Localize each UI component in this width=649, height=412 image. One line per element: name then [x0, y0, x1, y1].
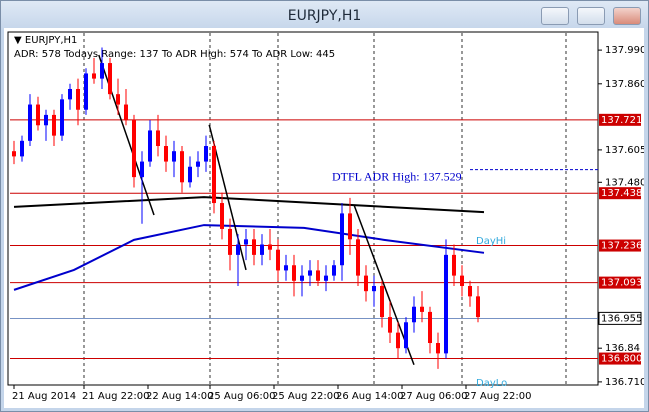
candle-body	[388, 317, 392, 333]
candle-body	[116, 94, 120, 105]
level-label: 137.236	[601, 241, 642, 252]
plot-frame	[7, 31, 599, 386]
y-tick-label: 136.710	[605, 377, 644, 388]
candle-body	[428, 311, 432, 344]
candle-body	[268, 244, 272, 250]
candle-body	[420, 306, 424, 312]
x-tick-label: 26 Aug 14:00	[336, 391, 403, 402]
day-hi-label: DayHi	[476, 236, 506, 247]
close-button[interactable]	[613, 7, 641, 25]
y-tick-label: 136.84	[605, 343, 640, 354]
candle-body	[300, 275, 304, 281]
candle-body	[148, 130, 152, 162]
level-label: 137.438	[601, 188, 642, 199]
candle-body	[364, 275, 368, 292]
candle-body	[284, 265, 288, 271]
level-box	[599, 239, 641, 252]
candle-body	[84, 73, 88, 110]
candle-body	[172, 151, 176, 162]
y-tick-label: 137.605	[605, 145, 644, 156]
candle-body	[460, 275, 464, 286]
candle-body	[292, 265, 296, 281]
candle-body	[260, 244, 264, 255]
candle-body	[308, 270, 312, 276]
candle-body	[28, 104, 32, 141]
current-price-box	[598, 311, 642, 325]
candle-body	[468, 285, 472, 297]
candle-body	[52, 114, 56, 136]
moving-average	[13, 196, 485, 214]
candle-body	[44, 114, 48, 126]
moving-average	[13, 224, 485, 291]
current-price-label: 136.955	[601, 313, 642, 324]
candle-body	[452, 254, 456, 276]
candle-body	[156, 130, 160, 147]
candle-body	[396, 332, 400, 349]
candle-body	[476, 296, 480, 318]
candle-body	[188, 166, 192, 183]
candle-body	[100, 63, 104, 79]
candle-body	[180, 151, 184, 183]
candle-body	[412, 306, 416, 323]
y-tick-label: 137.990	[605, 45, 644, 56]
candle-body	[348, 213, 352, 240]
day-lo-label: DayLo	[476, 378, 507, 389]
level-box	[599, 352, 641, 365]
candle-body	[60, 99, 64, 136]
candle-body	[140, 161, 144, 178]
candle-body	[340, 213, 344, 266]
window-title: EURJPY,H1	[287, 8, 362, 24]
candle-body	[108, 63, 112, 95]
candle-body	[244, 239, 248, 245]
level-label: 137.721	[601, 115, 642, 126]
candle-body	[20, 140, 24, 157]
level-label: 136.800	[601, 354, 642, 365]
candle-body	[76, 88, 80, 110]
x-tick-label: 27 Aug 22:00	[464, 391, 531, 402]
maximize-button[interactable]	[577, 7, 605, 25]
x-tick-label: 22 Aug 14:00	[146, 391, 213, 402]
x-tick-label: 27 Aug 06:00	[400, 391, 467, 402]
candle-body	[212, 146, 216, 204]
candle-body	[196, 161, 200, 167]
candle-body	[124, 104, 128, 121]
y-tick-label: 137.860	[605, 79, 644, 90]
candle-body	[316, 270, 320, 281]
x-tick-label: 25 Aug 06:00	[208, 391, 275, 402]
chart: ▼ EURJPY,H1 ADR: 578 Todays Range: 137 T…	[4, 28, 644, 408]
candle-body	[68, 88, 72, 100]
candle-body	[404, 322, 408, 349]
minimize-button[interactable]	[541, 7, 569, 25]
level-box	[599, 187, 641, 200]
candle-body	[220, 203, 224, 229]
level-box	[599, 276, 641, 289]
x-tick-label: 21 Aug 22:00	[82, 391, 149, 402]
candle-body	[12, 151, 16, 157]
x-tick-label: 25 Aug 22:00	[272, 391, 339, 402]
y-tick-label: 137.480	[605, 177, 644, 188]
adr-high-label: DTFL ADR High: 137.529	[332, 169, 462, 183]
candle-body	[36, 104, 40, 126]
symbol-label: ▼ EURJPY,H1	[14, 35, 77, 46]
candle-body	[380, 285, 384, 318]
candle-body	[164, 146, 168, 162]
chart-background	[4, 28, 644, 408]
candle-body	[92, 73, 96, 79]
candle-body	[204, 146, 208, 162]
candle-body	[236, 244, 240, 255]
candle-body	[276, 249, 280, 271]
level-box	[599, 113, 641, 126]
candle-body	[372, 285, 376, 292]
candle-body	[228, 228, 232, 255]
candle-body	[356, 239, 360, 276]
candle-body	[332, 265, 336, 276]
candle-body	[444, 254, 448, 354]
level-label: 137.093	[601, 278, 642, 289]
candle-body	[436, 343, 440, 354]
x-tick-label: 21 Aug 2014	[12, 391, 76, 402]
candle-body	[252, 239, 256, 255]
candle-body	[132, 120, 136, 178]
candle-body	[324, 275, 328, 281]
adr-info: ADR: 578 Todays Range: 137 To ADR High: …	[14, 49, 335, 60]
